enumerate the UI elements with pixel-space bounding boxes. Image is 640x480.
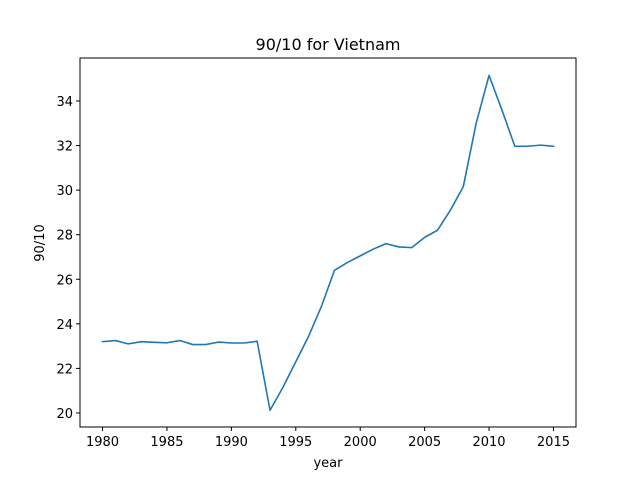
- y-tick-label-24: 24: [56, 318, 73, 333]
- x-tick-label-1980: 1980: [86, 435, 119, 450]
- series-line-0: [101, 74, 555, 412]
- y-tick-label-30: 30: [56, 184, 73, 199]
- y-axis-label: 90/10: [33, 224, 48, 261]
- x-tick-label-1995: 1995: [279, 435, 312, 450]
- y-tick-label-20: 20: [56, 407, 73, 422]
- y-tick-label-26: 26: [56, 273, 73, 288]
- x-tick-label-1990: 1990: [215, 435, 248, 450]
- y-tick-label-34: 34: [56, 95, 73, 110]
- axes-frame: [79, 57, 577, 428]
- y-tick-label-22: 22: [56, 362, 73, 377]
- x-axis-label: year: [313, 456, 343, 471]
- y-tick-label-28: 28: [56, 229, 73, 244]
- chart-title: 90/10 for Vietnam: [256, 35, 401, 54]
- x-tick-label-2010: 2010: [472, 435, 505, 450]
- x-tick-label-2015: 2015: [537, 435, 570, 450]
- y-tick-label-32: 32: [56, 140, 73, 155]
- x-tick-label-2000: 2000: [344, 435, 377, 450]
- x-tick-label-2005: 2005: [408, 435, 441, 450]
- x-tick-label-1985: 1985: [150, 435, 183, 450]
- plot-area: 1980 1985 1990 1995 2000 2005 2010 2015 20 22 24 26…: [56, 57, 577, 450]
